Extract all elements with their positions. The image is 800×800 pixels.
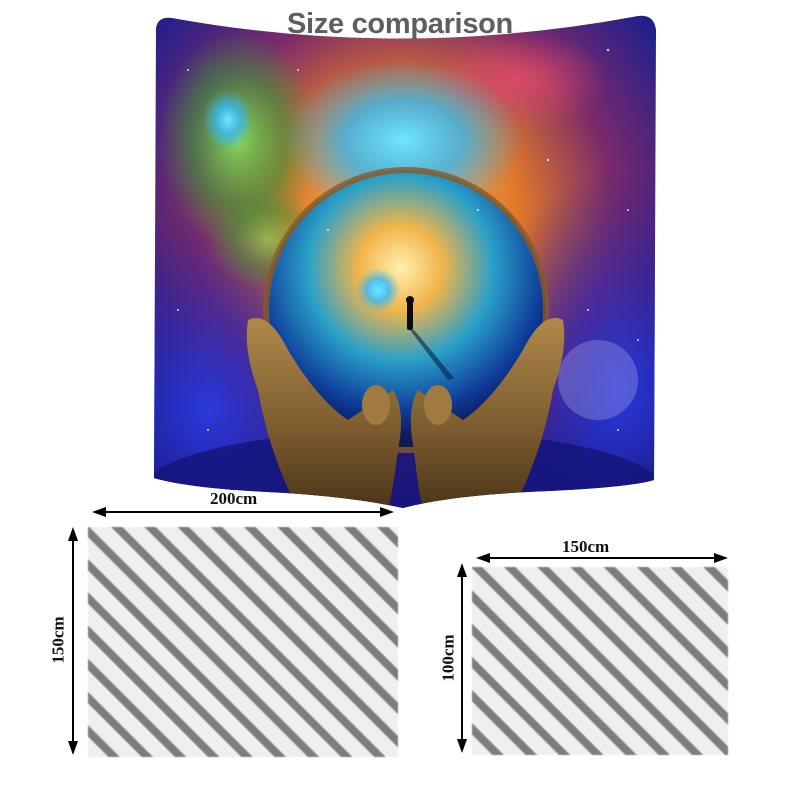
size-rectangle-large <box>88 527 398 757</box>
tapestry-artwork <box>154 15 656 509</box>
tapestry-image <box>148 10 658 510</box>
height-label-large: 150cm <box>48 616 68 664</box>
width-label-large: 200cm <box>210 489 258 508</box>
page-title: Size comparison <box>287 8 513 40</box>
height-arrow-large <box>67 527 79 755</box>
size-rectangle-small <box>472 567 728 755</box>
height-arrow-small <box>456 563 468 753</box>
width-arrow-large <box>92 506 394 518</box>
height-label-small: 100cm <box>438 634 458 682</box>
width-label-small: 150cm <box>562 537 610 556</box>
width-arrow-small <box>476 552 728 564</box>
